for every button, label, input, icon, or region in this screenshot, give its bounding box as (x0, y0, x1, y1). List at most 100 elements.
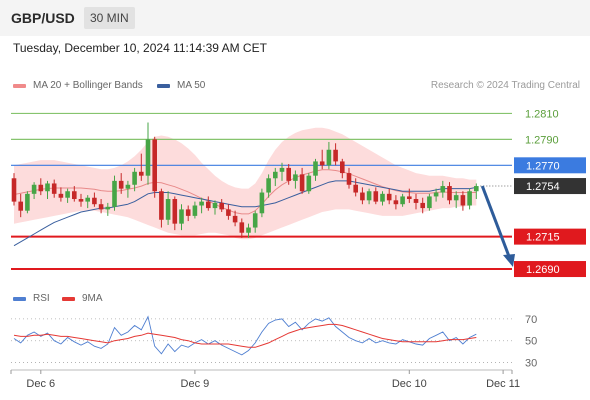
candle (366, 188, 372, 205)
candle (474, 183, 479, 200)
candle (58, 187, 64, 202)
candle (252, 210, 258, 233)
candle (380, 191, 385, 206)
candle (293, 170, 298, 189)
candle-body (92, 197, 97, 205)
candle (400, 193, 405, 207)
candle-body (118, 180, 124, 189)
candle-body (373, 191, 379, 202)
candle (125, 180, 131, 198)
candle (460, 191, 466, 211)
candle (279, 162, 285, 181)
candle (386, 188, 392, 205)
x-tick-label: Dec 9 (181, 378, 210, 390)
level-box-1.2715 (514, 228, 586, 245)
candle (340, 158, 345, 179)
candle-body (18, 201, 23, 211)
candle-body (427, 196, 432, 209)
candle (413, 193, 419, 210)
rsi-series-rsi (13, 315, 477, 356)
last-price-box (514, 178, 586, 195)
candle-body (219, 202, 224, 210)
candle-body (346, 173, 352, 185)
candle-body (293, 174, 298, 181)
candle (118, 173, 124, 194)
candle (18, 193, 23, 218)
ma20-line (13, 169, 477, 215)
candle-body (125, 184, 131, 189)
candle-body (413, 199, 419, 203)
candle-body (172, 199, 178, 224)
level-box-1.2690 (514, 261, 586, 278)
candle (427, 193, 432, 211)
candle (360, 187, 365, 205)
candle-body (299, 174, 305, 192)
candle-body (38, 184, 44, 192)
candle (192, 201, 198, 219)
candle (212, 200, 218, 215)
timeframe-button[interactable]: 30 MIN (84, 7, 135, 29)
currency-pair: GBP/USD (11, 10, 75, 26)
rsi-series-ma (13, 323, 477, 348)
rsi-tick-label: 50 (525, 336, 537, 348)
candle (299, 167, 305, 194)
candle (393, 195, 399, 210)
candle (132, 167, 137, 192)
timestamp: Tuesday, December 10, 2024 11:14:39 AM C… (13, 41, 267, 55)
candle-body (407, 196, 412, 200)
candle-body (78, 199, 84, 202)
candle (346, 167, 352, 189)
candle (38, 178, 44, 196)
candle-body (31, 184, 37, 194)
level-label-1.2770: 1.2770 (526, 160, 560, 172)
rsi-swatch (13, 296, 26, 301)
candle-body (306, 175, 312, 192)
legend-rsi-ma-label: 9MA (82, 293, 103, 304)
candle (78, 193, 84, 207)
candle-body (259, 192, 265, 214)
candle (199, 197, 204, 214)
candle (440, 180, 446, 198)
candle (165, 191, 171, 225)
candle-body (105, 206, 111, 210)
candle-body (366, 191, 372, 201)
candle (65, 188, 70, 203)
candle (92, 192, 97, 207)
candle-body (360, 192, 365, 201)
legend-rsi-ma: 9MA (62, 293, 103, 304)
candle-body (386, 193, 392, 201)
level-label-1.2790: 1.2790 (525, 134, 559, 146)
x-tick-label: Dec 6 (26, 378, 55, 390)
candle-body (340, 161, 345, 174)
rsi-tick-label: 30 (525, 358, 537, 370)
candle (420, 197, 425, 214)
candle-body (98, 204, 104, 210)
candle (433, 188, 439, 202)
candle (105, 202, 111, 216)
candle (239, 218, 245, 238)
candle-body (440, 186, 446, 193)
candle (319, 149, 325, 170)
candle (85, 195, 90, 209)
candle-body (333, 149, 338, 162)
level-label-1.2690: 1.2690 (526, 264, 560, 276)
candle-body (85, 197, 90, 202)
candle (179, 204, 184, 231)
legend-ma50-label: MA 50 (177, 80, 206, 91)
candle-body (313, 161, 318, 176)
candle-body (58, 193, 64, 198)
candle-body (25, 193, 30, 211)
candle (72, 186, 77, 202)
candle (306, 173, 312, 194)
candle-body (179, 209, 184, 224)
candle (172, 196, 178, 231)
candle (266, 174, 271, 198)
candle-body (65, 191, 70, 198)
candle-body (266, 178, 271, 193)
candle (11, 173, 17, 206)
candle-body (273, 171, 278, 179)
candle-body (467, 191, 472, 206)
forecast-arrow-head (503, 254, 515, 268)
candle-body (45, 183, 50, 192)
candle-body (152, 139, 157, 192)
